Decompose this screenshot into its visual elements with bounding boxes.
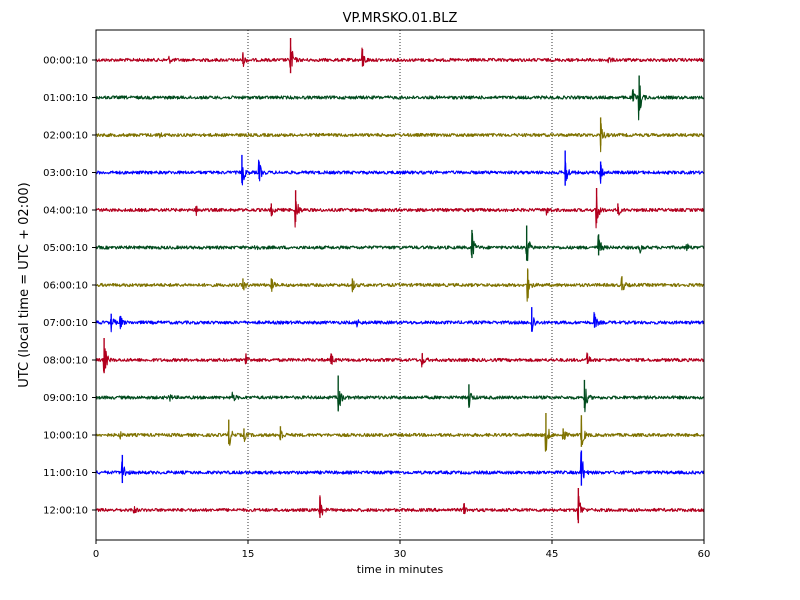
trace-line	[95, 268, 705, 302]
trace-line	[95, 196, 705, 229]
y-tick-label: 11:00:10	[43, 468, 88, 479]
trace-line	[95, 159, 705, 186]
trace-line	[95, 495, 705, 521]
y-tick-label: 07:00:10	[43, 318, 88, 329]
trace-line	[95, 388, 705, 413]
y-axis-label: UTC (local time = UTC + 02:00)	[17, 182, 32, 387]
trace-group	[95, 38, 705, 524]
y-tick-label: 10:00:10	[43, 431, 88, 442]
y-tick-labels: 00:00:10 01:00:10 02:00:10 03:00:10 04:00:10…	[43, 56, 96, 517]
y-tick-label: 08:00:10	[43, 356, 88, 367]
y-tick-label: 01:00:10	[43, 93, 88, 104]
x-axis-label: time in minutes	[357, 563, 444, 576]
x-tick-labels: 0 15 30 45 60	[93, 540, 711, 560]
y-tick-label: 12:00:10	[43, 506, 88, 517]
x-tick-label: 60	[698, 549, 711, 560]
trace-line	[95, 123, 705, 153]
y-tick-label: 09:00:10	[43, 393, 88, 404]
y-tick-label: 03:00:10	[43, 168, 88, 179]
plot-frame	[95, 29, 705, 541]
x-tick-label: 0	[93, 549, 99, 560]
x-tick-label: 45	[546, 549, 559, 560]
trace-line	[95, 348, 705, 372]
y-tick-label: 06:00:10	[43, 281, 88, 292]
trace-line	[95, 311, 705, 333]
y-tick-label: 05:00:10	[43, 243, 88, 254]
chart-title: VP.MRSKO.01.BLZ	[343, 11, 458, 26]
trace-line	[95, 85, 705, 121]
y-tick-label: 04:00:10	[43, 206, 88, 217]
y-tick-label: 00:00:10	[43, 56, 88, 67]
trace-line	[95, 232, 705, 262]
x-tick-label: 15	[242, 549, 255, 560]
trace-line	[95, 46, 705, 68]
trace-line	[95, 451, 705, 480]
x-tick-label: 30	[394, 549, 407, 560]
trace-line	[95, 418, 705, 452]
y-tick-label: 02:00:10	[43, 131, 88, 142]
